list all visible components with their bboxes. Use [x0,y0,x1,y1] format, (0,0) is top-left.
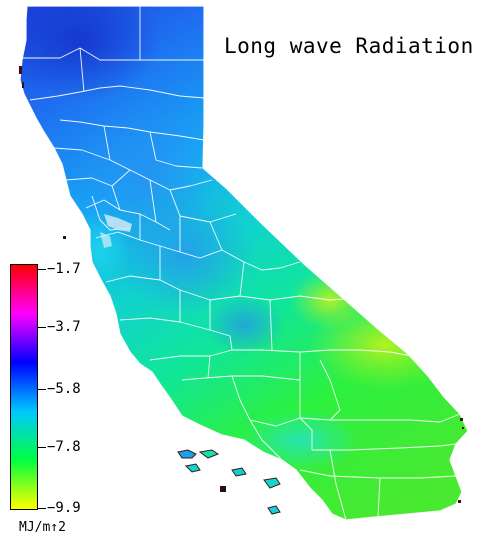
legend-tick-label: −3.7 [47,319,81,335]
map-title: Long wave Radiation [224,34,474,58]
legend-tick-mark [38,327,46,328]
channel-islands [177,449,281,515]
county-boundaries [19,5,469,521]
legend-tick-label: −5.8 [47,381,81,397]
legend-tick-label: −7.8 [47,439,81,455]
coastline-speckles [19,66,464,503]
legend-tick-label: −9.9 [47,500,81,516]
legend-tick-mark [38,447,46,448]
units-label: MJ/m↑2 [19,520,66,535]
bay-area [100,214,132,248]
legend-tick-mark [38,389,46,390]
legend-tick-mark [38,269,46,270]
legend-tick-mark [38,508,46,509]
legend-tick-label: −1.7 [47,261,81,277]
legend-color-bar [10,264,38,510]
